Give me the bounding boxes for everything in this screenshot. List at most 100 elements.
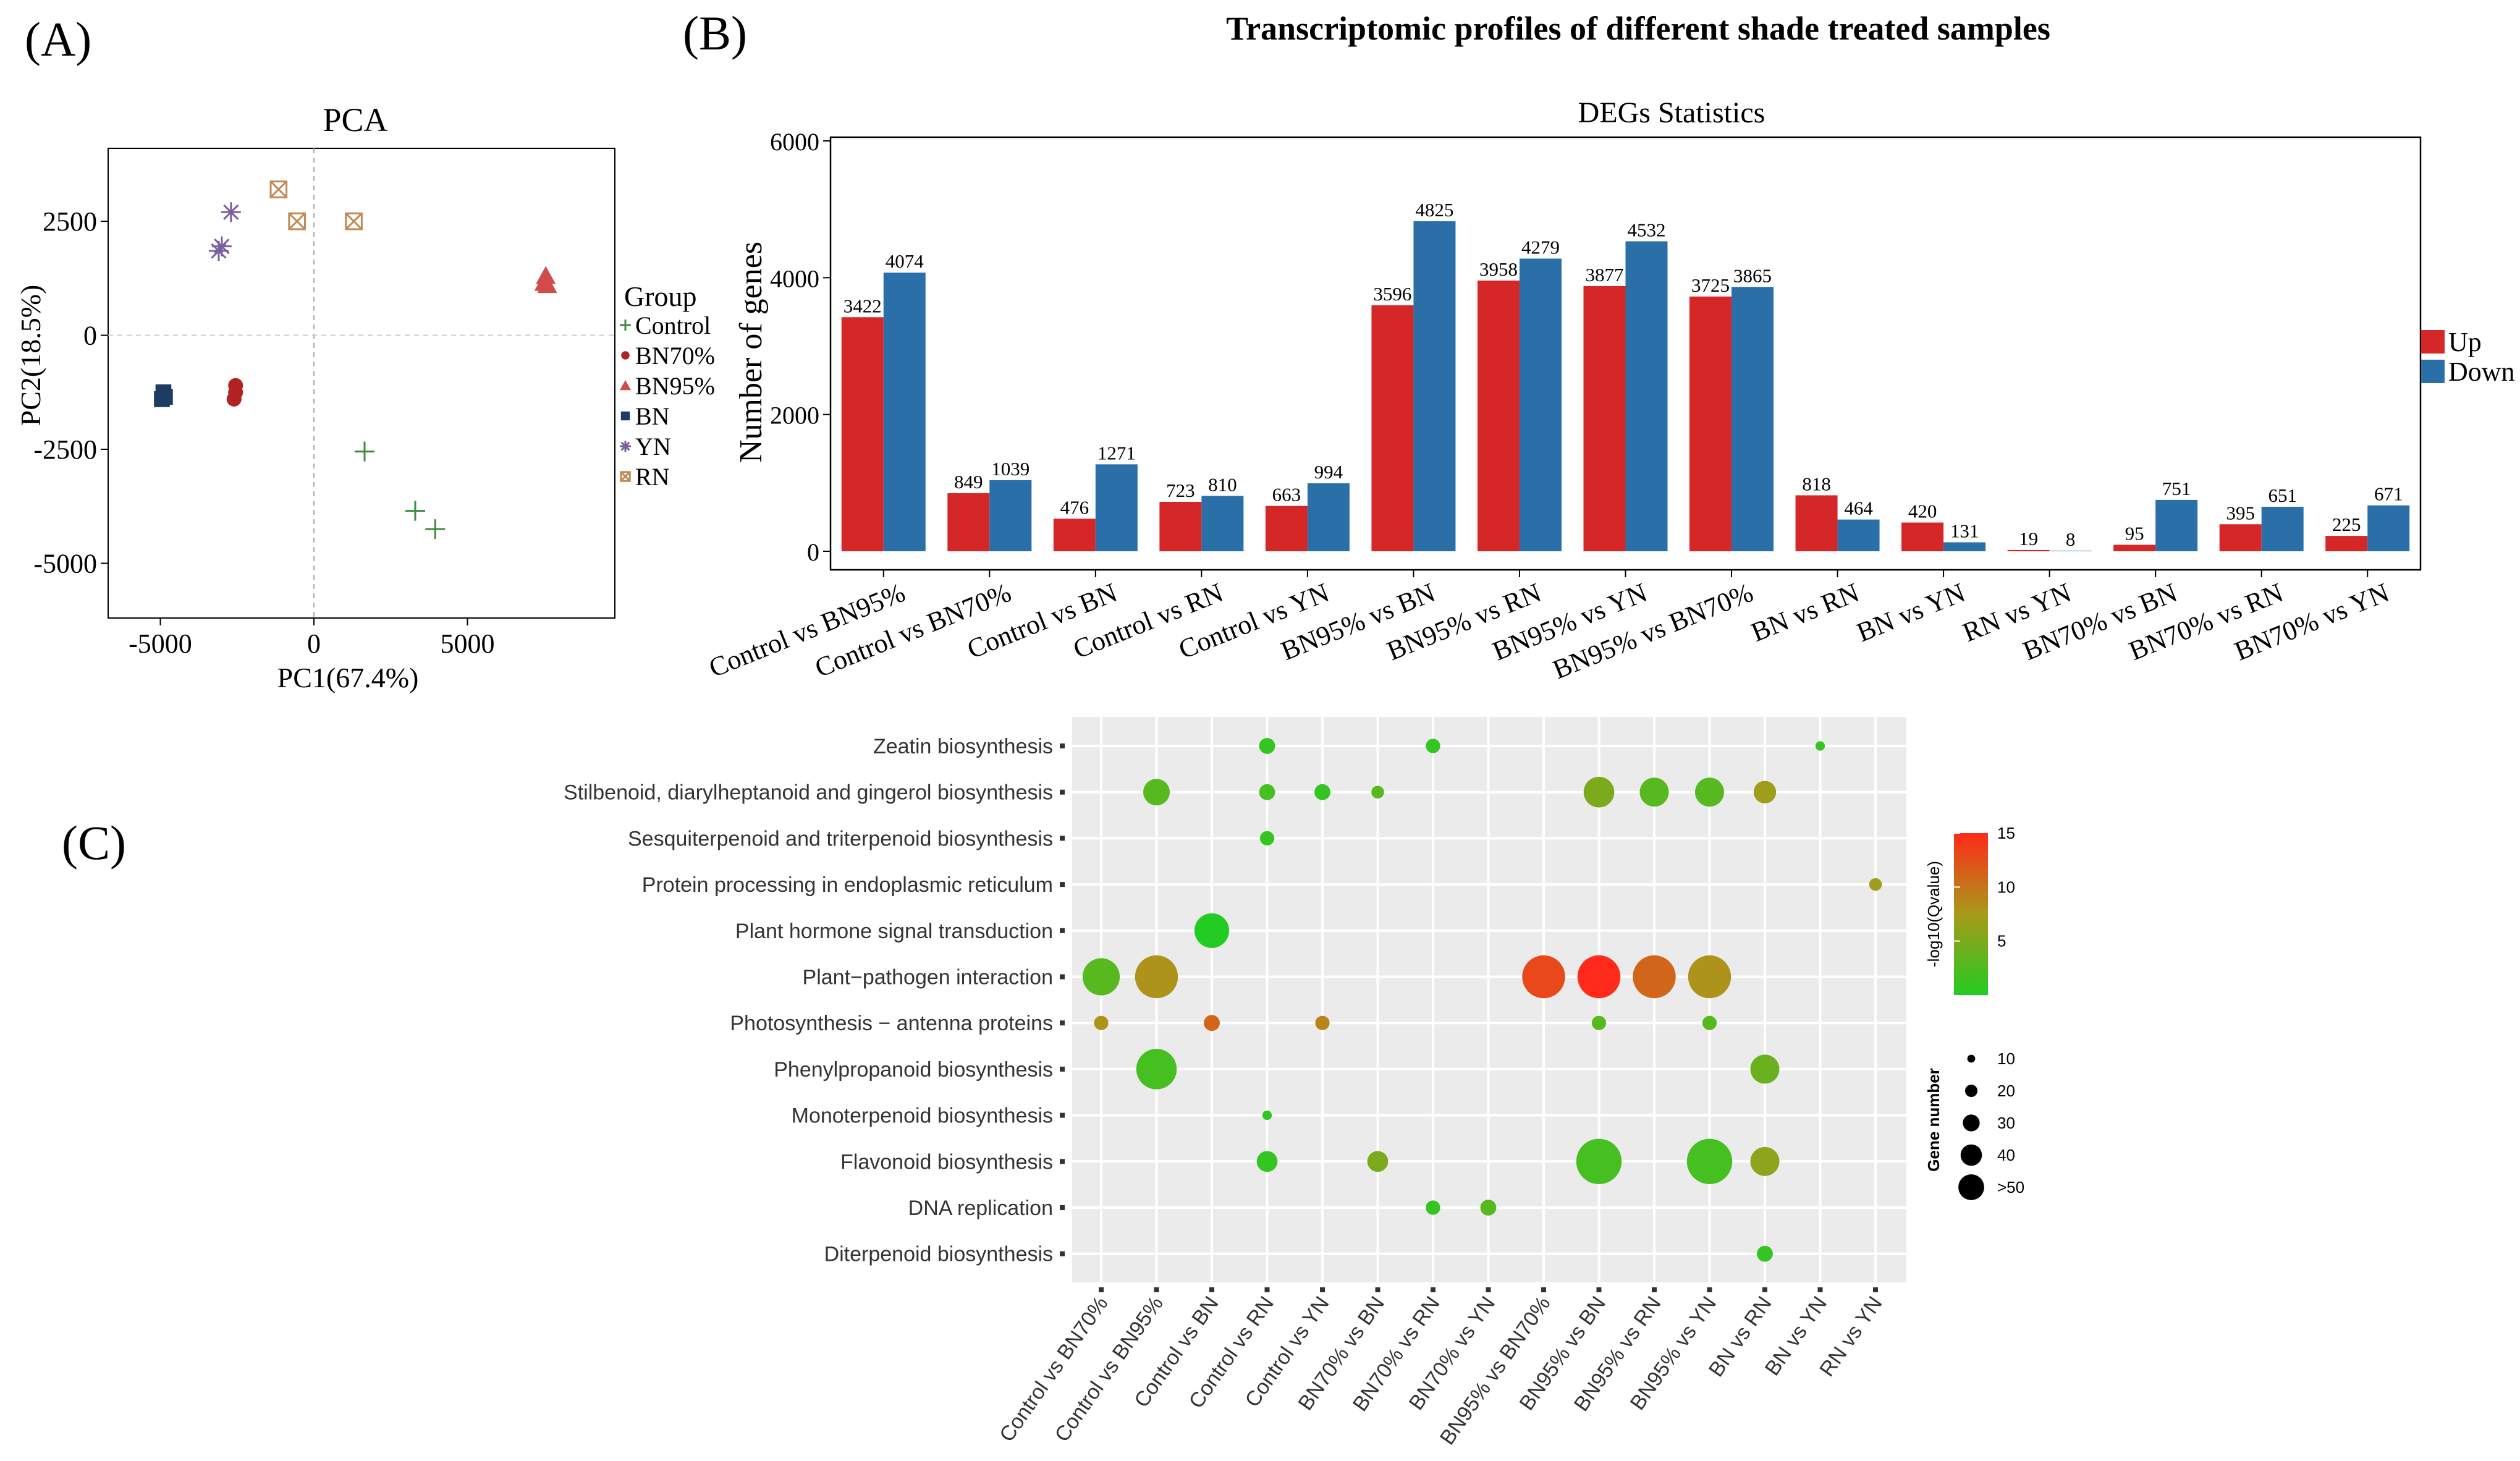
deg-value-label-up: 3877 [1586, 264, 1624, 286]
deg-value-label-up: 476 [1060, 496, 1089, 518]
deg-value-label-up: 19 [2019, 528, 2038, 549]
pca-y-tick-label: 2500 [43, 206, 97, 237]
kegg-pathway-label: Plant hormone signal transduction [735, 920, 1053, 943]
deg-value-label-down: 4532 [1628, 219, 1666, 240]
deg-ylabel: Number of genes [734, 242, 769, 463]
kegg-y-tick [1060, 1020, 1065, 1026]
kegg-x-tick [1486, 1287, 1491, 1292]
pca-point-bn70pct [226, 391, 242, 407]
deg-bar-up [841, 317, 884, 551]
qvalue-legend-title: -log10(Qvalue) [1924, 861, 1943, 967]
deg-value-label-up: 420 [1908, 501, 1937, 522]
deg-value-label-down: 4074 [886, 250, 924, 272]
kegg-bubble [1259, 831, 1275, 845]
deg-bar-up [947, 493, 990, 551]
deg-title: DEGs Statistics [1578, 96, 1765, 129]
kegg-panel: Zeatin biosynthesis Stilbenoid, diarylhep… [564, 717, 2024, 1449]
kegg-bubble [1136, 1049, 1177, 1090]
kegg-x-tick [1431, 1287, 1435, 1292]
qvalue-ticks: 5 10 15 [1954, 824, 2015, 951]
pca-legend-label: YN [635, 433, 671, 460]
deg-x-tick-label: BN vs YN [1853, 577, 1969, 648]
kegg-bubble [1702, 1015, 1717, 1030]
kegg-y-tick [1060, 882, 1065, 887]
deg-value-label-up: 395 [2226, 502, 2255, 523]
gene-number-legend-label: >50 [1997, 1178, 2024, 1196]
deg-value-label-down: 751 [2162, 478, 2191, 499]
pca-xlabel: PC1(67.4%) [277, 662, 419, 693]
kegg-bubble [1583, 776, 1615, 808]
deg-bar-up [1053, 519, 1096, 551]
kegg-bubble [1480, 1200, 1497, 1216]
pca-x-tick-label: 5000 [440, 629, 494, 659]
deg-bar-up [1371, 305, 1414, 551]
pca-axis-ticks: -5000 0 5000 -5000 -2500 0 2500 [33, 206, 494, 659]
kegg-bubble [1591, 1015, 1607, 1030]
pca-point-yn [211, 236, 232, 256]
pca-legend-key-rn [620, 471, 631, 482]
kegg-bubble [1577, 955, 1621, 999]
pca-point-control [354, 441, 374, 462]
deg-x-tick-label: BN vs RN [1747, 577, 1863, 648]
panel-label-b: (B) [683, 6, 747, 60]
kegg-pathway-label: Protein processing in endoplasmic reticu… [642, 873, 1053, 897]
kegg-x-tick [1209, 1287, 1214, 1292]
deg-bar-up [1901, 522, 1944, 551]
deg-bar-down [1625, 241, 1668, 551]
deg-x-labels: Control vs BN95%Control vs BN70%Control … [704, 570, 2393, 685]
pca-point-bn95pct [537, 275, 557, 294]
kegg-color-legend: -log10(Qvalue) 5 10 15 [1924, 824, 2015, 995]
deg-bar-down [1095, 464, 1138, 551]
kegg-pathway-label: Stilbenoid, diarylheptanoid and gingerol… [564, 781, 1053, 805]
deg-bar-up [2113, 544, 2156, 551]
panel-label-c: (C) [62, 816, 126, 870]
kegg-y-tick [1060, 1066, 1065, 1072]
deg-value-label-down: 8 [2066, 528, 2076, 550]
kegg-bubble [1686, 1138, 1733, 1184]
deg-value-label-up: 849 [954, 471, 983, 493]
kegg-y-tick [1060, 1251, 1065, 1256]
deg-value-label-down: 1271 [1097, 442, 1136, 464]
pca-legend-key-bn70pct [621, 351, 630, 360]
gene-number-legend-label: 10 [1997, 1049, 2015, 1068]
deg-y-tick-label: 0 [807, 538, 819, 566]
deg-value-label-down: 3865 [1733, 265, 1772, 286]
kegg-bubble [1522, 955, 1565, 999]
kegg-comparison-labels: Control vs BN70%Control vs BN95%Control … [995, 1287, 1887, 1449]
deg-y-axis: 0 2000 4000 6000 [770, 128, 831, 566]
kegg-bubble [1094, 1015, 1109, 1030]
kegg-bubble [1262, 1110, 1272, 1120]
deg-bar-up [1477, 280, 1520, 551]
qvalue-tick-label: 10 [1997, 878, 2015, 896]
deg-bar-down [1307, 483, 1350, 551]
kegg-pathway-label: DNA replication [908, 1196, 1053, 1220]
kegg-pathway-label: Flavonoid biosynthesis [840, 1150, 1053, 1174]
pca-point-rn [345, 212, 363, 231]
kegg-pathway-label: Photosynthesis − antenna proteins [730, 1012, 1053, 1035]
kegg-bubbles [1082, 738, 1882, 1262]
pca-zero-lines [108, 148, 615, 618]
pca-point-yn [208, 241, 229, 261]
deg-value-label-up: 225 [2332, 514, 2361, 535]
kegg-bubble [1367, 1151, 1389, 1172]
deg-bar-down [883, 273, 926, 551]
kegg-y-tick [1060, 928, 1065, 933]
kegg-x-tick [1154, 1287, 1159, 1292]
deg-legend-label: Down [2448, 357, 2515, 387]
deg-bar-down [1837, 519, 1880, 551]
kegg-bubble [1750, 1054, 1780, 1084]
kegg-y-tick [1060, 743, 1065, 748]
kegg-bubble [1082, 958, 1120, 996]
deg-bar-down [1201, 496, 1244, 551]
kegg-bubble [1753, 781, 1777, 803]
pca-point-control [425, 519, 446, 540]
kegg-x-tick [1264, 1287, 1270, 1292]
kegg-x-tick [1320, 1287, 1325, 1292]
pca-ylabel: PC2(18.5%) [15, 285, 46, 426]
deg-value-label-up: 3725 [1691, 274, 1730, 296]
figure-title: Transcriptomic profiles of different sha… [1226, 10, 2050, 47]
deg-bar-down [1943, 542, 1986, 551]
kegg-bubble [1143, 779, 1170, 806]
